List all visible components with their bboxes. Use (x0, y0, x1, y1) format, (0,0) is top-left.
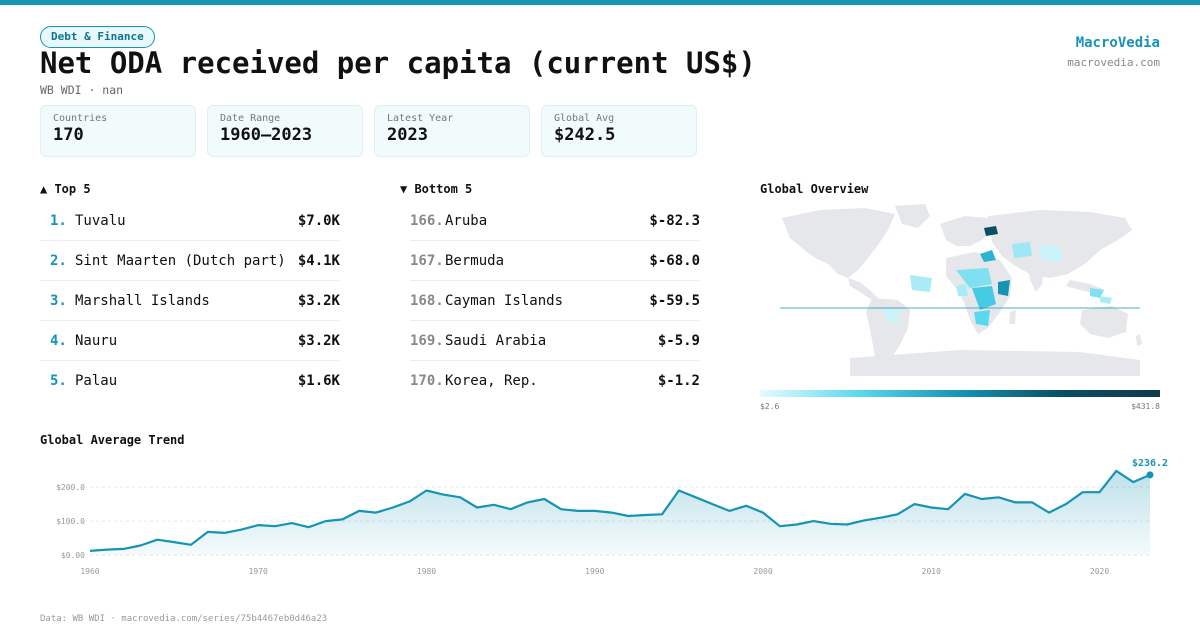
x-tick-label: 2000 (753, 567, 772, 576)
x-tick-label: 2010 (922, 567, 941, 576)
list-item[interactable]: 5. Palau $1.6K (40, 361, 340, 401)
country-name: Palau (75, 373, 118, 389)
map-landmass (782, 204, 1142, 376)
stat-label: Countries (53, 113, 108, 124)
map-legend-bar (760, 390, 1160, 397)
brand-url[interactable]: macrovedia.com (1067, 56, 1160, 69)
country-value: $4.1K (297, 252, 340, 269)
list-item[interactable]: 166. Aruba $-82.3 (410, 201, 700, 241)
country-value: $-68.0 (649, 252, 700, 269)
top5-list: 1. Tuvalu $7.0K 2. Sint Maarten (Dutch p… (40, 201, 340, 401)
country-value: $3.2K (297, 332, 340, 349)
stat-value: 1960–2023 (220, 125, 313, 145)
list-item[interactable]: 167. Bermuda $-68.0 (410, 241, 700, 281)
country-value: $3.2K (297, 292, 340, 309)
stat-card-global-avg: Global Avg $242.5 (541, 105, 697, 157)
country-value: $1.6K (297, 373, 340, 389)
trend-heading: Global Average Trend (40, 433, 185, 447)
top5-heading: ▲ Top 5 (40, 182, 91, 196)
rank-number: 5. (50, 373, 67, 389)
x-tick-label: 1970 (249, 567, 268, 576)
last-value-point[interactable] (1146, 471, 1154, 479)
map-highlights (884, 226, 1112, 326)
map-heading: Global Overview (760, 182, 869, 196)
bottom5-heading: ▼ Bottom 5 (400, 182, 473, 196)
stat-label: Global Avg (554, 113, 615, 124)
country-name: Marshall Islands (75, 292, 210, 309)
stat-value: $242.5 (554, 125, 616, 145)
rank-number: 170. (410, 373, 444, 389)
y-tick-label: $100.0 (56, 517, 85, 526)
world-map-svg (780, 204, 1142, 376)
top-accent-bar (0, 0, 1200, 5)
country-value: $7.0K (297, 212, 340, 229)
country-value: $-5.9 (657, 332, 700, 349)
last-value-label: $236.2 (1132, 458, 1168, 469)
x-tick-label: 2020 (1090, 567, 1109, 576)
country-value: $-1.2 (657, 373, 700, 389)
category-tag[interactable]: Debt & Finance (40, 26, 155, 48)
list-item[interactable]: 4. Nauru $3.2K (40, 321, 340, 361)
country-name: Saudi Arabia (445, 332, 547, 349)
y-tick-label: $0.00 (61, 551, 85, 560)
country-value: $-59.5 (649, 292, 700, 309)
country-name: Sint Maarten (Dutch part) (75, 252, 286, 269)
trend-area (90, 470, 1150, 555)
footer-source: Data: WB WDI · macrovedia.com/series/75b… (40, 614, 328, 624)
list-item[interactable]: 170. Korea, Rep. $-1.2 (410, 361, 700, 401)
rank-number: 167. (410, 252, 444, 269)
stat-card-countries: Countries 170 (40, 105, 196, 157)
rank-number: 2. (50, 252, 67, 269)
country-name: Tuvalu (75, 212, 126, 229)
x-tick-label: 1990 (585, 567, 604, 576)
bottom5-list: 166. Aruba $-82.3 167. Bermuda $-68.0 16… (410, 201, 700, 401)
stat-value: 170 (53, 125, 84, 145)
rank-number: 3. (50, 292, 67, 309)
world-map[interactable] (760, 200, 1160, 390)
trend-chart[interactable]: $0.00 $100.0 $200.0 1960 1970 1980 1990 2000 20… (40, 450, 1170, 580)
stat-card-latest-year: Latest Year 2023 (374, 105, 530, 157)
country-name: Korea, Rep. (445, 373, 538, 389)
country-name: Nauru (75, 332, 118, 349)
country-name: Bermuda (445, 252, 505, 269)
stat-value: 2023 (387, 125, 428, 145)
page-subtitle: WB WDI · nan (40, 83, 124, 97)
rank-number: 4. (50, 332, 67, 349)
stat-card-date-range: Date Range 1960–2023 (207, 105, 363, 157)
page-title: Net ODA received per capita (current US$… (40, 46, 756, 80)
country-name: Aruba (445, 212, 488, 229)
list-item[interactable]: 1. Tuvalu $7.0K (40, 201, 340, 241)
stat-label: Latest Year (387, 113, 454, 124)
trend-chart-svg: $0.00 $100.0 $200.0 1960 1970 1980 1990 2000 20… (56, 458, 1168, 576)
brand-name[interactable]: MacroVedia (1075, 35, 1160, 51)
country-name: Cayman Islands (445, 292, 564, 309)
list-item[interactable]: 169. Saudi Arabia $-5.9 (410, 321, 700, 361)
list-item[interactable]: 3. Marshall Islands $3.2K (40, 281, 340, 321)
x-tick-label: 1960 (80, 567, 99, 576)
x-tick-label: 1980 (417, 567, 436, 576)
y-tick-label: $200.0 (56, 483, 85, 492)
list-item[interactable]: 2. Sint Maarten (Dutch part) $4.1K (40, 241, 340, 281)
rank-number: 1. (50, 212, 67, 229)
rank-number: 166. (410, 212, 444, 229)
map-legend-max: $431.8 (1131, 402, 1160, 411)
stat-label: Date Range (220, 113, 281, 124)
rank-number: 168. (410, 292, 444, 309)
trend-line (89, 469, 1151, 552)
list-item[interactable]: 168. Cayman Islands $-59.5 (410, 281, 700, 321)
country-value: $-82.3 (649, 212, 700, 229)
rank-number: 169. (410, 332, 444, 349)
map-legend-min: $2.6 (760, 402, 780, 411)
